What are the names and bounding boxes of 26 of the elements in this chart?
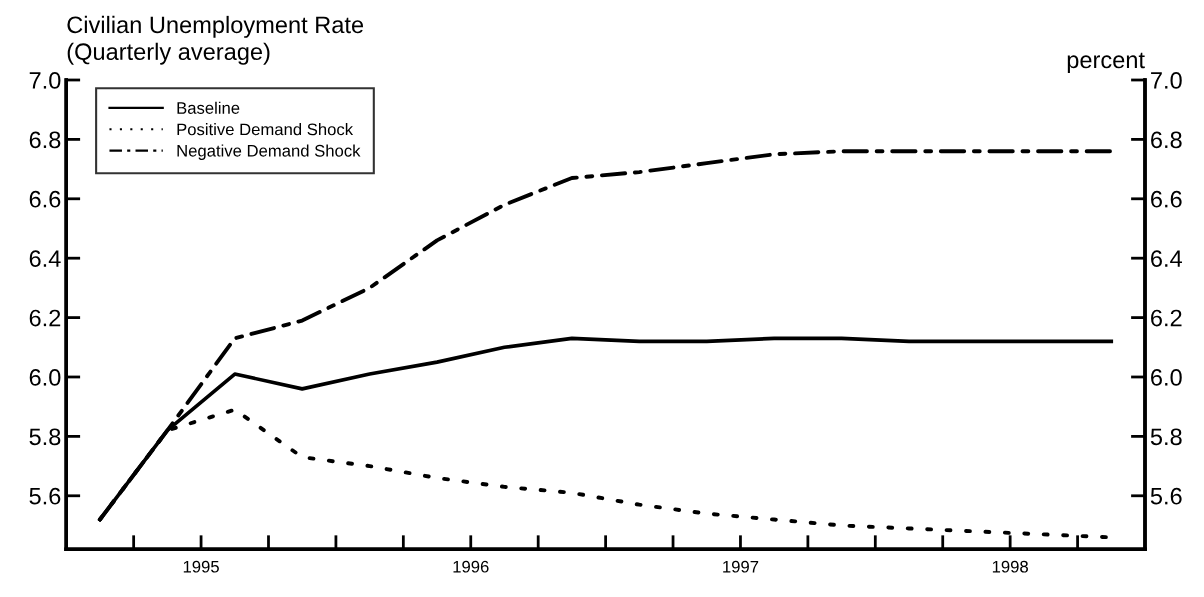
legend-label: Positive Demand Shock <box>177 123 354 136</box>
x-tick-label: 1996 <box>453 560 489 573</box>
legend-label: Negative Demand Shock <box>177 144 361 160</box>
y2-tick-label: 6.0 <box>1151 369 1182 386</box>
y2-tick-label: 6.8 <box>1151 131 1182 149</box>
y2-axis-title: percent <box>1067 52 1145 73</box>
y-tick-label: 6.2 <box>29 309 61 327</box>
y2-tick-label: 6.4 <box>1151 250 1182 267</box>
y-tick-label: 5.8 <box>29 428 61 446</box>
x-tick-label: 1995 <box>183 560 219 573</box>
y2-tick-label: 6.2 <box>1151 309 1182 327</box>
chart-subtitle: (Quarterly average) <box>67 42 270 65</box>
y-tick-label: 6.6 <box>29 190 61 208</box>
chart-title: Civilian Unemployment Rate <box>67 15 364 38</box>
y-tick-label: 7.0 <box>29 72 61 89</box>
x-tick-label: 1998 <box>992 560 1028 573</box>
y-tick-label: 6.4 <box>29 250 61 267</box>
y-tick-label: 6.0 <box>29 369 61 386</box>
y2-tick-label: 5.6 <box>1150 487 1182 505</box>
x-tick-label: 1997 <box>723 560 759 573</box>
y2-tick-label: 6.6 <box>1151 190 1182 208</box>
y-tick-label: 5.6 <box>29 487 61 505</box>
y2-tick-label: 7.0 <box>1151 72 1182 89</box>
y-tick-label: 6.8 <box>29 131 61 149</box>
y2-tick-label: 5.8 <box>1150 428 1182 446</box>
legend-label: Baseline <box>177 101 240 114</box>
